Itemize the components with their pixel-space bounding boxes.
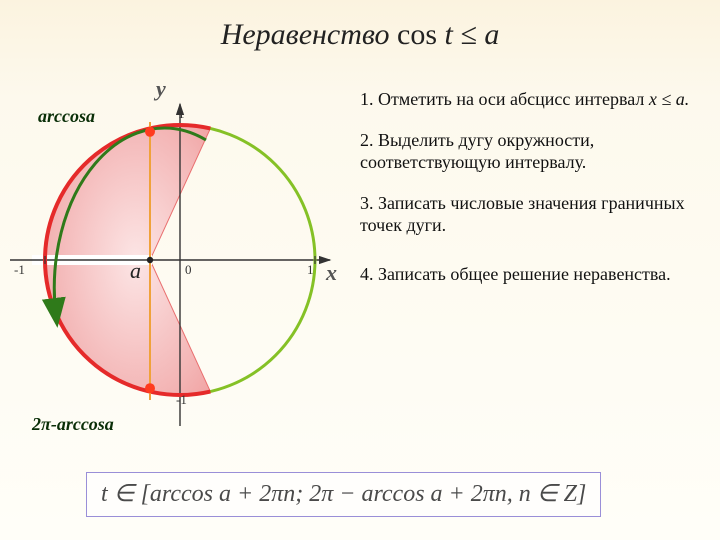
steps-block: 1. Отметить на оси абсцисс интервал x ≤ …	[360, 88, 700, 303]
two-pi-minus-arccos-label: 2π-arccosa	[32, 414, 114, 435]
a-label: a	[130, 258, 141, 284]
tick-label-x-1: 1	[307, 262, 314, 278]
unit-circle-diagram	[10, 80, 350, 440]
step-1: 1. Отметить на оси абсцисс интервал x ≤ …	[360, 88, 700, 111]
slide-root: Неравенство cos t ≤ a	[0, 0, 720, 540]
tick-label-y-1: 1	[178, 106, 185, 122]
step-3: 3. Записать числовые значения граничных …	[360, 192, 700, 237]
x-axis-label: x	[326, 260, 337, 286]
step-2: 2. Выделить дугу окружности, соответству…	[360, 129, 700, 174]
arccos-label: arccosa	[38, 106, 95, 127]
tick-label-y-neg1: -1	[176, 392, 187, 408]
origin-label: 0	[185, 262, 192, 278]
slide-title: Неравенство cos t ≤ a	[0, 18, 720, 52]
center-dot	[147, 257, 153, 263]
point-2pi-minus-arccos-a	[145, 383, 155, 393]
diagram-svg	[10, 80, 350, 440]
point-arccos-a	[145, 127, 155, 137]
step-4: 4. Записать общее решение неравенства.	[360, 263, 700, 286]
tick-label-x-neg1: -1	[14, 262, 25, 278]
y-axis-label: y	[156, 76, 166, 102]
solution-formula: t ∈ [arccos a + 2πn; 2π − arccos a + 2πn…	[86, 472, 601, 517]
